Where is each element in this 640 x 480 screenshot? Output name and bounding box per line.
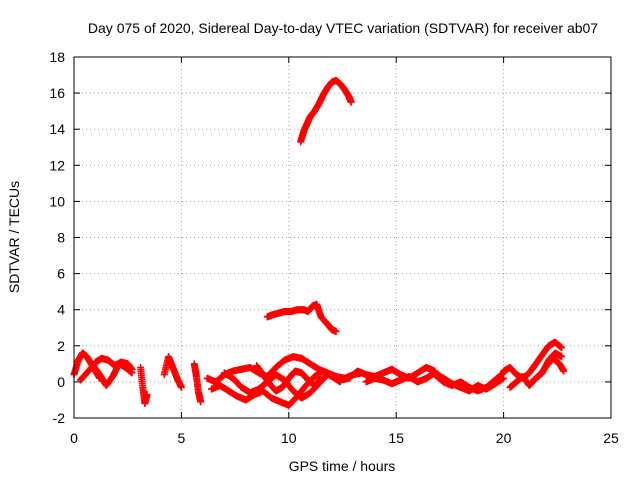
series-arc-e: [160, 353, 185, 391]
y-tick-label: 4: [57, 302, 65, 318]
data-point: [323, 372, 331, 380]
y-tick-labels: -2 0 2 4 6 8 10 12 14 16 18: [49, 49, 65, 426]
series-arc-upper: [297, 76, 355, 146]
y-tick-label: 10: [49, 193, 65, 209]
series-arc-c: [91, 354, 136, 373]
series-arc-h: [207, 367, 344, 409]
data-points: [70, 76, 568, 409]
y-tick-label: 14: [49, 121, 65, 137]
data-point: [177, 383, 185, 391]
data-point: [558, 353, 566, 361]
data-point: [128, 365, 136, 373]
y-tick-label: 2: [57, 338, 65, 354]
data-point: [558, 344, 566, 352]
x-axis-label: GPS time / hours: [289, 458, 396, 474]
x-tick-label: 15: [388, 430, 404, 446]
data-point: [317, 374, 325, 382]
data-point: [197, 398, 205, 406]
y-tick-label: -2: [53, 410, 66, 426]
y-tick-label: 18: [49, 49, 65, 65]
data-point: [560, 367, 568, 375]
grid-lines: [74, 57, 611, 418]
series-arc-p: [530, 354, 568, 384]
data-point: [143, 391, 151, 399]
series-arc-f: [190, 360, 205, 406]
plot-frame: [73, 56, 612, 419]
series-arc-middle: [263, 300, 340, 335]
y-tick-label: 6: [57, 266, 65, 282]
data-point: [332, 327, 340, 335]
x-tick-labels: 0 5 10 15 20 25: [70, 430, 619, 446]
y-tick-label: 8: [57, 230, 65, 246]
x-tick-label: 10: [281, 430, 297, 446]
x-tick-label: 20: [496, 430, 512, 446]
y-tick-label: 16: [49, 85, 65, 101]
axis-ticks: [73, 56, 612, 419]
data-point: [323, 371, 331, 379]
series-arc-d: [137, 363, 151, 408]
x-tick-label: 25: [603, 430, 619, 446]
x-tick-label: 5: [178, 430, 186, 446]
data-point: [347, 98, 355, 106]
y-tick-label: 0: [57, 374, 65, 390]
x-tick-label: 0: [70, 430, 78, 446]
chart-title: Day 075 of 2020, Sidereal Day-to-day VTE…: [88, 20, 598, 36]
y-tick-label: 12: [49, 157, 65, 173]
series-arc-m: [431, 369, 508, 395]
y-axis-label: SDTVAR / TECUs: [6, 181, 22, 293]
series-arc-j: [253, 362, 325, 395]
